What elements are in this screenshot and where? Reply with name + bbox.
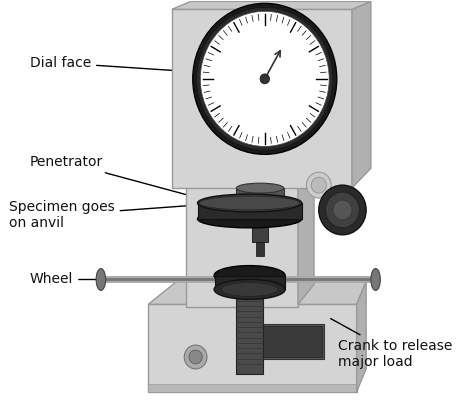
- Ellipse shape: [96, 268, 106, 291]
- Bar: [198, 203, 302, 219]
- Ellipse shape: [237, 201, 284, 211]
- Circle shape: [260, 74, 270, 84]
- Circle shape: [307, 172, 331, 198]
- Text: Crank to release
major load: Crank to release major load: [331, 319, 452, 369]
- Polygon shape: [356, 282, 366, 392]
- Polygon shape: [148, 282, 366, 304]
- Bar: [257, 324, 324, 359]
- Text: Wheel: Wheel: [30, 272, 141, 286]
- Circle shape: [319, 185, 366, 235]
- Circle shape: [189, 350, 202, 364]
- Bar: [237, 188, 284, 206]
- Circle shape: [197, 7, 333, 150]
- Ellipse shape: [214, 279, 285, 299]
- Bar: [256, 242, 264, 256]
- Ellipse shape: [198, 194, 302, 212]
- Polygon shape: [172, 1, 371, 9]
- Circle shape: [201, 12, 329, 146]
- Bar: [148, 384, 356, 392]
- Ellipse shape: [221, 282, 278, 296]
- Ellipse shape: [198, 210, 302, 228]
- Bar: [172, 9, 352, 188]
- Bar: [237, 270, 263, 374]
- Bar: [259, 326, 322, 357]
- Ellipse shape: [253, 219, 268, 224]
- Text: Penetrator: Penetrator: [30, 155, 240, 209]
- Bar: [215, 275, 285, 289]
- Bar: [148, 304, 356, 392]
- Text: Specimen goes
on anvil: Specimen goes on anvil: [9, 200, 195, 230]
- Circle shape: [311, 177, 327, 193]
- Polygon shape: [298, 43, 314, 304]
- Ellipse shape: [214, 266, 285, 286]
- Circle shape: [333, 200, 352, 220]
- Bar: [253, 222, 268, 242]
- Circle shape: [326, 192, 359, 228]
- Polygon shape: [352, 1, 371, 188]
- Ellipse shape: [371, 268, 380, 291]
- Ellipse shape: [237, 183, 284, 193]
- Circle shape: [193, 3, 337, 155]
- Ellipse shape: [246, 203, 274, 210]
- Bar: [246, 206, 274, 222]
- Circle shape: [184, 345, 207, 369]
- Bar: [186, 59, 298, 307]
- Ellipse shape: [200, 196, 300, 210]
- Polygon shape: [186, 43, 314, 59]
- Text: Dial face: Dial face: [30, 56, 207, 73]
